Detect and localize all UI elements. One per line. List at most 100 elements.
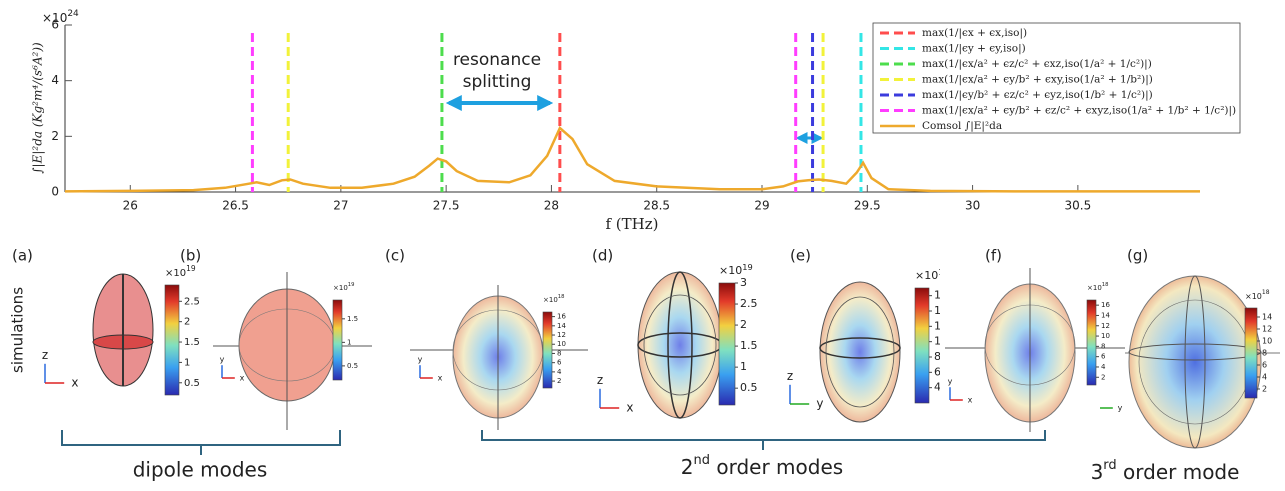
colorbar-tick-label: 6	[557, 359, 562, 367]
mode-shape	[1128, 275, 1262, 449]
x-tick-label: 27	[333, 199, 348, 213]
group-label-part: order mode	[1117, 460, 1240, 484]
x-axis-label: f (THz)	[605, 215, 658, 233]
colorbar-tick-label: 12	[1101, 322, 1110, 330]
x-tick-label: 28	[544, 199, 559, 213]
colorbar-tick-label: 2	[740, 318, 747, 331]
group-label-part: 2	[681, 455, 694, 479]
colorbar-tick-label: 0.5	[740, 381, 758, 394]
colorbar	[718, 282, 736, 406]
colorbar-tick-label: 4	[1101, 363, 1106, 371]
colorbar-tick-label: 1	[347, 338, 351, 346]
axis-triad-label: z	[42, 348, 48, 362]
colorbar-tick-label: 14	[1262, 313, 1272, 322]
colorbar-tick-label: 10	[1101, 332, 1110, 340]
mode-line	[1184, 275, 1206, 449]
colorbar-tick-label: 3	[740, 276, 747, 289]
colorbar-exponent: ×1019	[165, 264, 196, 279]
axis-triad-label: y	[418, 355, 423, 364]
y-tick-label: 4	[51, 73, 59, 87]
x-tick-label: 27.5	[433, 199, 460, 213]
exponent-base: ×10	[543, 296, 558, 304]
group-label-part: 3	[1091, 460, 1104, 484]
colorbar	[914, 287, 930, 404]
legend	[872, 22, 1241, 134]
legend-label: max(1/|ϵy + ϵy,iso|)	[922, 43, 1026, 56]
colorbar-tick-label: 6	[1262, 361, 1267, 370]
panel-label: (d)	[592, 247, 613, 265]
mode-line	[1128, 343, 1262, 361]
simulation-panels: simulations ×101846810121416	[9, 247, 1280, 484]
panel-label: (a)	[12, 247, 33, 265]
side-label: simulations	[9, 287, 27, 373]
panel-label: (f)	[985, 247, 1002, 265]
mode-shape	[637, 271, 723, 419]
bracket	[61, 430, 341, 455]
colorbar-tick-label: 14	[557, 322, 566, 330]
group-label: 3rd order mode	[1091, 458, 1240, 484]
colorbar-exponent: ×1018	[1087, 282, 1108, 293]
colorbar	[1086, 299, 1097, 386]
mode-line	[825, 296, 895, 408]
colorbar-exponent: ×1019	[719, 262, 753, 278]
colorbar-tick-label: 6	[934, 365, 941, 378]
group-label-part: order modes	[710, 455, 843, 479]
exponent-base: ×10	[719, 264, 742, 277]
colorbar-tick-label: 16	[1101, 301, 1110, 309]
exponent-power: 18	[558, 294, 565, 300]
x-tick-label: 29.5	[854, 199, 881, 213]
bracket	[481, 430, 1046, 450]
colorbar-tick-label: 2	[557, 377, 561, 385]
colorbar-tick-label: 4	[557, 368, 562, 376]
colorbar-tick-label: 1	[184, 357, 190, 368]
colorbar	[542, 311, 553, 389]
exponent-base: ×10	[1245, 292, 1262, 301]
y-exponent: ×1024	[42, 9, 79, 25]
x-tick-label: 30.5	[1065, 199, 1092, 213]
legend-label: max(1/|ϵy/b² + ϵz/c² + ϵyz,iso(1/b² + 1/…	[922, 89, 1153, 102]
exponent-power: 18	[1102, 282, 1109, 288]
colorbar-tick-label: 2	[1262, 385, 1267, 394]
colorbar-tick-label: 1.5	[347, 315, 358, 323]
colorbar	[1244, 307, 1258, 399]
colorbar-exponent: ×1019	[333, 282, 354, 293]
exponent-base: ×10	[333, 284, 348, 292]
colorbar-tick-label: 1	[740, 360, 747, 373]
axis-triad-label: y	[816, 397, 823, 411]
legend-label: max(1/|ϵx + ϵx,iso|)	[922, 27, 1027, 40]
x-tick-label: 26.5	[222, 199, 249, 213]
colorbar	[332, 299, 343, 381]
colorbar	[164, 284, 180, 396]
x-tick-label: 29	[754, 199, 769, 213]
colorbar-tick-label: 2.5	[740, 297, 758, 310]
colorbar-tick-label: 1.5	[184, 337, 200, 348]
axis-triad-label: y	[1118, 404, 1123, 413]
axis-triad-label: x	[438, 374, 443, 383]
group-label-sup: rd	[1103, 458, 1116, 473]
mode-shape	[819, 281, 901, 423]
axis-triad-label: z	[787, 369, 793, 383]
y-tick-label: 0	[51, 185, 59, 199]
group-label: dipole modes	[133, 458, 268, 482]
colorbar-tick-label: 6	[1101, 353, 1106, 361]
y-axis-label: ∫|E|²da (Kg²m⁴/(s⁶A²))	[31, 42, 45, 174]
colorbar-tick-label: 12	[557, 331, 566, 339]
x-tick-label: 26	[123, 199, 138, 213]
annotation: splitting	[463, 72, 532, 92]
legend-label: max(1/|ϵx/a² + ϵz/c² + ϵxz,iso(1/a² + 1/…	[922, 58, 1152, 71]
colorbar-tick-label: 8	[557, 349, 561, 357]
colorbar-tick-label: 4	[934, 381, 941, 394]
panel-label: (g)	[1127, 247, 1148, 265]
colorbar-tick-label: 14	[1101, 311, 1110, 319]
annotation: resonance	[453, 50, 541, 70]
colorbar-tick-label: 2	[1101, 373, 1105, 381]
exponent-power: 19	[742, 262, 753, 272]
colorbar-exponent: ×1018	[543, 294, 564, 305]
colorbar-tick-label: 10	[1262, 337, 1272, 346]
colorbar-exponent: ×1018	[1245, 289, 1270, 301]
line-chart: ×1024 ∫|E|²da (Kg²m⁴/(s⁶A²)) f (THz) res…	[31, 9, 1241, 233]
mode-line	[643, 294, 717, 396]
x-tick-label: 28.5	[643, 199, 670, 213]
legend-label: max(1/|ϵx/a² + ϵy/b² + ϵxy,iso(1/a² + 1/…	[922, 74, 1153, 87]
colorbar-tick-label: 16	[557, 313, 566, 321]
